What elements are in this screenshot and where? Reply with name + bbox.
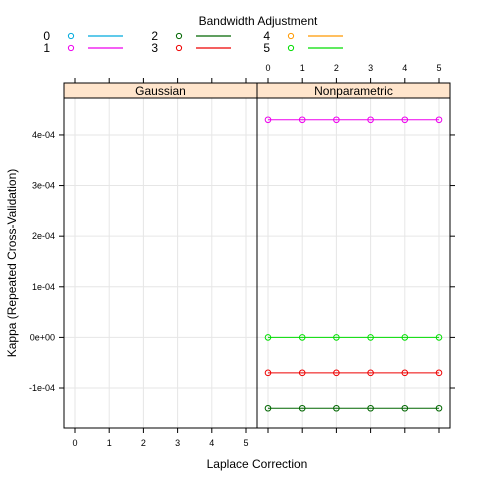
data-point: [435, 116, 443, 124]
data-point: [435, 404, 443, 412]
panel-strip-label: Nonparametric: [314, 84, 393, 98]
x-tick-label: 2: [141, 438, 146, 448]
x-axis-label: Laplace Correction: [207, 457, 308, 471]
data-point: [435, 334, 443, 341]
data-point: [264, 369, 272, 377]
legend: Bandwidth Adjustment 01 23 45: [43, 14, 343, 55]
data-point: [367, 404, 374, 412]
data-point: [264, 116, 272, 124]
data-point: [298, 369, 306, 377]
legend-label: 4: [263, 29, 270, 43]
data-point: [367, 116, 374, 124]
y-tick-label: 3e-04: [32, 181, 55, 191]
data-point: [401, 116, 409, 124]
x-tick-label: 1: [300, 63, 305, 73]
legend-marker: [67, 32, 75, 40]
legend-label: 5: [263, 41, 270, 55]
data-point: [435, 369, 443, 377]
x-tick-label: 5: [436, 63, 441, 73]
x-tick-label: 3: [175, 438, 180, 448]
x-tick-label: 0: [265, 63, 270, 73]
data-point: [401, 404, 409, 412]
legend-label: 1: [43, 41, 50, 55]
x-tick-label: 5: [243, 438, 248, 448]
y-tick-label: 0e+00: [30, 332, 55, 342]
y-tick-label: 1e-04: [32, 282, 55, 292]
x-tick-label: 0: [72, 438, 77, 448]
x-tick-label: 4: [209, 438, 214, 448]
panel-border: [256, 97, 451, 429]
data-point: [401, 334, 409, 341]
legend-marker: [175, 44, 183, 52]
y-tick-label: -1e-04: [29, 383, 55, 393]
panels: Gaussian Nonparametric: [63, 82, 451, 429]
x-tick-label: 2: [334, 63, 339, 73]
data-point: [298, 404, 306, 412]
legend-title: Bandwidth Adjustment: [199, 14, 318, 28]
x-tick-label: 4: [402, 63, 407, 73]
y-axis-label: Kappa (Repeated Cross-Validation): [5, 169, 19, 358]
y-tick-label: 4e-04: [32, 130, 55, 140]
data-point: [298, 334, 306, 341]
legend-marker: [175, 32, 183, 40]
data-point: [264, 404, 272, 412]
axes: 0 1 2 3 4 5 0 1 2 3 4 5 -1e-04 0e+00 1e-04 2e-04 3e-04 4e…: [29, 63, 455, 448]
data-point: [333, 404, 340, 412]
data-point: [264, 334, 272, 341]
legend-label: 3: [151, 41, 158, 55]
y-tick-label: 2e-04: [32, 231, 55, 241]
data-point: [333, 369, 340, 377]
data-point: [367, 334, 374, 341]
legend-marker: [287, 32, 295, 40]
legend-marker: [287, 44, 295, 52]
x-tick-label: 1: [107, 438, 112, 448]
data-point: [367, 369, 374, 377]
legend-label: 2: [151, 29, 158, 43]
x-tick-label: 3: [368, 63, 373, 73]
panel-border: [63, 97, 258, 429]
data-point: [333, 334, 340, 341]
legend-marker: [67, 44, 75, 52]
panel-strip-label: Gaussian: [135, 84, 186, 98]
data-point: [298, 116, 306, 124]
data-point: [333, 116, 340, 124]
data-point: [401, 369, 409, 377]
legend-label: 0: [43, 29, 50, 43]
